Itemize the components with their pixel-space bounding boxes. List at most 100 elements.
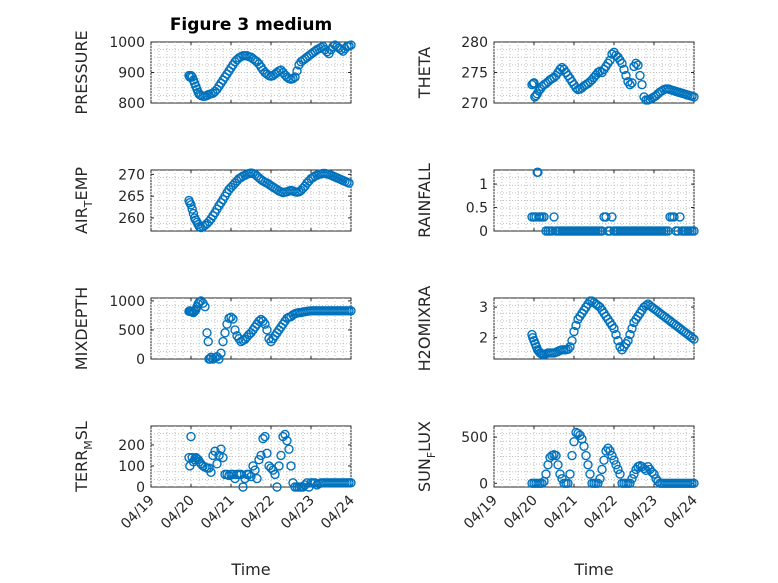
data-point	[571, 320, 581, 331]
data-point	[270, 469, 280, 480]
data-point	[633, 60, 643, 70]
data-point	[603, 443, 613, 453]
data-point	[186, 70, 196, 81]
y-tick-label: 0	[479, 476, 488, 492]
data-point	[565, 469, 575, 479]
data-point	[607, 212, 617, 222]
data-point	[541, 469, 551, 479]
data-point	[593, 478, 603, 489]
y-tick-label: 265	[118, 189, 145, 205]
x-tick-label: 04/19	[118, 493, 158, 533]
x-tick-label: 04/24	[318, 492, 358, 532]
y-axis-label: AIRTEMP	[72, 167, 95, 234]
data-point	[260, 431, 270, 442]
data-point	[222, 319, 232, 329]
y-tick-label: 3	[479, 300, 488, 316]
data-point	[569, 437, 579, 447]
x-tick-label: 04/23	[278, 493, 318, 533]
data-point	[607, 450, 617, 461]
y-tick-label: 500	[461, 430, 488, 446]
data-point	[214, 354, 224, 364]
data-point	[203, 336, 213, 347]
data-point	[627, 78, 637, 88]
data-point	[619, 64, 629, 75]
data-point	[276, 450, 286, 461]
data-point	[609, 455, 619, 465]
x-axis-label-right: Time	[573, 560, 613, 579]
y-axis-label: MIXDEPTH	[72, 287, 91, 370]
data-point	[218, 336, 228, 347]
data-point	[284, 444, 294, 454]
data-point	[635, 70, 645, 81]
x-tick-label: 04/20	[158, 493, 198, 533]
data-point	[569, 326, 579, 337]
y-tick-label: 500	[118, 323, 145, 339]
data-point	[581, 450, 591, 461]
panel-h2omixra: 2 3 H2OMIXRA	[415, 286, 699, 371]
data-point	[605, 446, 615, 456]
y-tick-label: 1000	[109, 35, 145, 51]
y-tick-label: 260	[118, 211, 145, 227]
data-point	[621, 70, 631, 81]
panel-theta: 270 275 280 THETA	[415, 35, 699, 112]
data-point	[238, 482, 248, 492]
data-point	[601, 212, 611, 222]
data-point	[689, 334, 699, 344]
data-point	[625, 79, 635, 90]
x-tick-label: 04/24	[661, 492, 701, 532]
data-point	[669, 212, 679, 222]
data-point	[328, 41, 338, 52]
data-point	[537, 478, 547, 489]
data-point	[627, 473, 637, 484]
data-point	[623, 336, 633, 346]
data-point	[216, 444, 226, 454]
data-point	[220, 328, 230, 338]
data-point	[292, 66, 302, 76]
y-tick-label: 280	[461, 35, 488, 51]
data-point	[617, 58, 627, 69]
y-tick-label: 100	[118, 459, 145, 475]
data-point	[615, 469, 625, 479]
data-point	[189, 306, 200, 317]
data-point	[555, 469, 565, 479]
x-axis-label-left: Time	[230, 560, 270, 579]
y-tick-label: 0	[479, 224, 488, 240]
data-point	[579, 441, 589, 452]
y-axis-label: THETA	[415, 47, 434, 99]
data-point	[260, 319, 270, 329]
data-point	[218, 452, 228, 463]
data-point	[611, 329, 621, 340]
data-point	[609, 323, 619, 334]
y-tick-label: 0.5	[466, 201, 488, 217]
data-point	[647, 467, 657, 477]
data-point	[613, 336, 623, 346]
data-point	[527, 79, 537, 90]
data-point	[631, 58, 641, 69]
data-point	[551, 450, 561, 461]
x-tick-label: 04/23	[621, 493, 661, 533]
data-point	[346, 306, 356, 316]
data-point	[689, 92, 699, 102]
y-axis-label: SUNFLUX	[415, 421, 438, 492]
y-tick-label: 275	[461, 66, 488, 82]
y-axis-label: RAINFALL	[415, 163, 434, 238]
x-tick-label: 04/22	[581, 493, 621, 533]
data-point	[262, 325, 272, 335]
panel-terr_msl: 0 100 200 04/19 04/20 04/21 04/22 04/23 04/24 TER…	[72, 421, 358, 532]
data-point	[258, 433, 268, 444]
data-point	[256, 450, 266, 461]
data-point	[282, 436, 292, 446]
data-point	[689, 478, 699, 489]
data-point	[186, 200, 196, 210]
data-point	[605, 55, 615, 65]
panel-air_temp: 260 265 270 AIRTEMP	[72, 167, 354, 234]
data-point	[599, 455, 609, 465]
panel-pressure: 800 900 1000 PRESSURE	[72, 30, 356, 115]
x-tick-label: 04/22	[238, 493, 278, 533]
data-point	[687, 332, 697, 343]
y-tick-label: 1000	[109, 294, 145, 310]
data-point	[346, 40, 356, 50]
data-point	[567, 450, 577, 461]
panel-rainfall: 0 0.5 1 RAINFALL	[415, 163, 699, 240]
